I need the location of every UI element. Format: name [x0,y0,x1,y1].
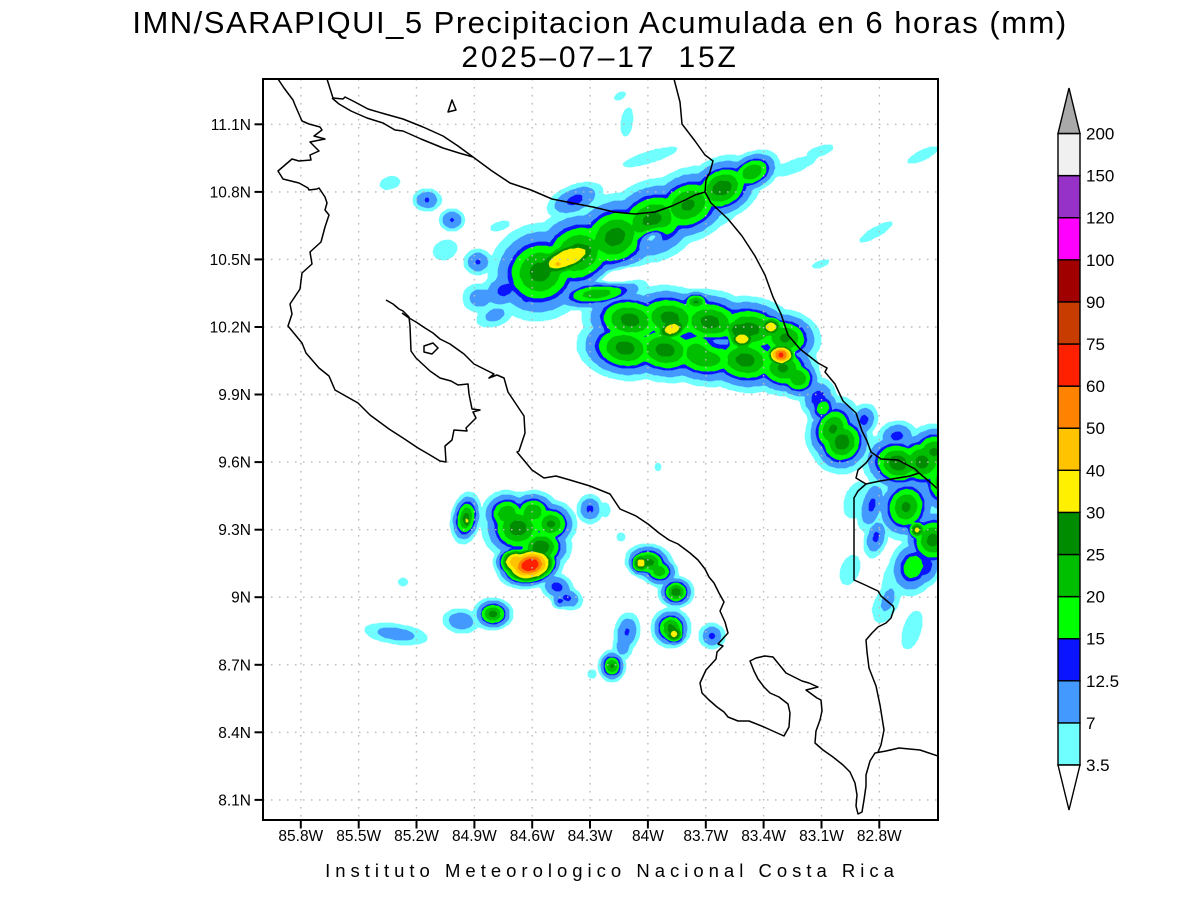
svg-text:60: 60 [1086,377,1105,396]
svg-text:83.4W: 83.4W [741,828,786,845]
svg-text:25: 25 [1086,546,1105,565]
svg-text:84.9W: 84.9W [452,828,497,845]
svg-text:8.4N: 8.4N [218,725,251,742]
svg-text:84W: 84W [632,828,664,845]
svg-text:84.6W: 84.6W [510,828,555,845]
svg-text:40: 40 [1086,461,1105,480]
svg-text:IMN/SARAPIQUI_5 Precipitacion: IMN/SARAPIQUI_5 Precipitacion Acumulada … [132,5,1067,40]
svg-text:7: 7 [1086,714,1095,733]
svg-text:82.8W: 82.8W [857,828,902,845]
svg-text:100: 100 [1086,251,1114,270]
svg-text:150: 150 [1086,167,1114,186]
svg-text:83.7W: 83.7W [683,828,728,845]
svg-text:9.6N: 9.6N [218,455,251,472]
svg-text:84.3W: 84.3W [568,828,613,845]
svg-text:8.1N: 8.1N [218,792,251,809]
svg-text:15: 15 [1086,630,1105,649]
svg-text:20: 20 [1086,588,1105,607]
svg-text:12.5: 12.5 [1086,672,1119,691]
svg-text:83.1W: 83.1W [799,828,844,845]
svg-text:10.8N: 10.8N [210,184,251,201]
svg-text:85.5W: 85.5W [336,828,381,845]
svg-text:10.2N: 10.2N [210,320,251,337]
svg-text:200: 200 [1086,125,1114,144]
svg-text:30: 30 [1086,503,1105,522]
svg-text:9N: 9N [231,590,251,607]
svg-text:9.9N: 9.9N [218,387,251,404]
svg-text:8.7N: 8.7N [218,657,251,674]
svg-text:3.5: 3.5 [1086,756,1110,775]
svg-text:2025–07–17 15Z: 2025–07–17 15Z [461,41,738,74]
svg-text:Instituto Meteorologico Nacion: Instituto Meteorologico Nacional Costa R… [325,860,899,881]
svg-text:90: 90 [1086,293,1105,312]
svg-text:120: 120 [1086,209,1114,228]
svg-text:75: 75 [1086,335,1105,354]
svg-text:9.3N: 9.3N [218,522,251,539]
svg-text:50: 50 [1086,419,1105,438]
svg-text:11.1N: 11.1N [211,117,251,134]
svg-text:85.8W: 85.8W [278,828,323,845]
svg-text:10.5N: 10.5N [210,252,251,269]
svg-text:85.2W: 85.2W [394,828,439,845]
